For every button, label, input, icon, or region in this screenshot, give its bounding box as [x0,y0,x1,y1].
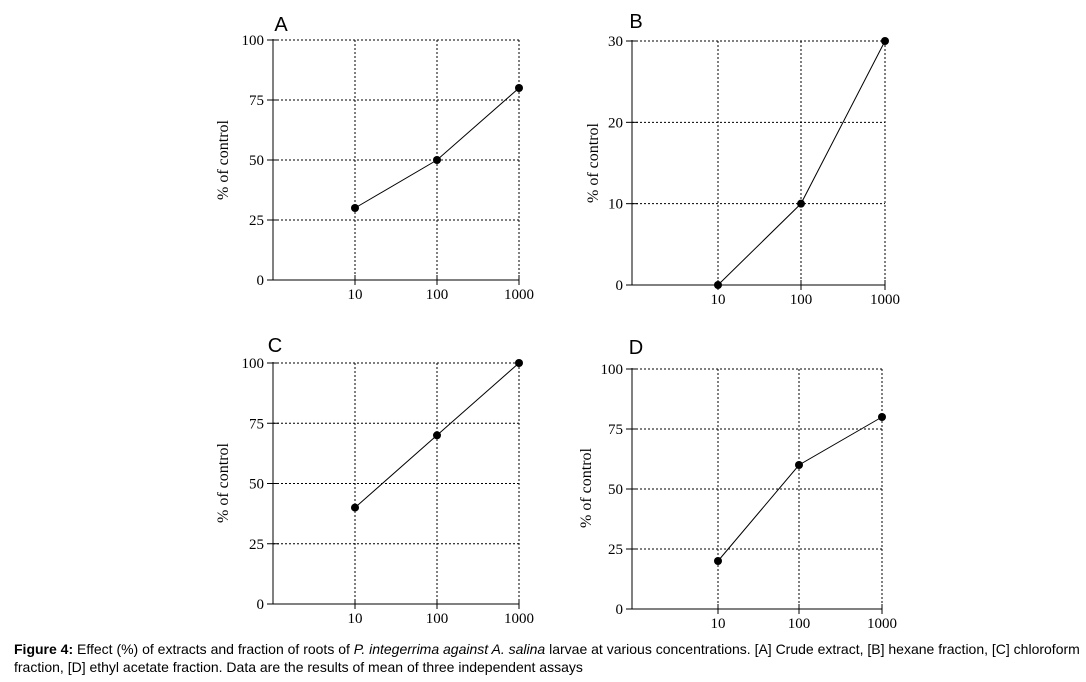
caption-text-2: larvae at various concentrations. [A] Cr… [14,641,1080,675]
chart-c-point [351,503,359,512]
chart-c-ytick-label: 0 [257,597,265,613]
chart-a-xtick-label: 10 [348,287,363,303]
chart-d-point [714,557,722,565]
chart-a-panel-label: A [274,14,288,36]
chart-d-xtick-label: 1000 [867,616,897,632]
chart-d-y-axis-label: % of control [578,447,595,528]
chart-b-xtick-label: 10 [711,292,726,308]
chart-c-y-axis-label: % of control [215,442,232,523]
chart-c-ytick-label: 75 [249,416,264,432]
chart-b-ytick-label: 20 [608,115,623,131]
chart-c-xtick-label: 10 [348,611,363,627]
chart-b-xtick-label: 100 [790,292,813,308]
chart-a-ytick-label: 0 [257,273,265,289]
caption-italic: P. integerrima against A. salina [353,641,546,657]
chart-c-ytick-label: 100 [242,356,265,372]
chart-a-ytick-label: 25 [249,213,264,229]
chart-b-point [714,281,722,289]
chart-d-ytick-label: 100 [601,362,624,378]
chart-d-ytick-label: 25 [608,542,623,558]
chart-d-point [878,413,886,421]
chart-a-ytick-label: 50 [249,153,264,169]
chart-b-point [881,37,889,45]
chart-d-xtick-label: 10 [711,616,726,632]
caption-label: Figure 4: [14,641,74,657]
chart-a-point [351,204,359,212]
caption-text-1: Effect (%) of extracts and fraction of r… [73,641,354,657]
chart-b-xtick-label: 1000 [870,292,900,308]
chart-d-panel-label: D [629,337,643,359]
chart-a-y-axis-label: % of control [215,119,232,200]
chart-c-xtick-label: 1000 [504,611,534,627]
chart-b-panel-label: B [629,11,642,33]
chart-b-ytick-label: 0 [616,278,624,294]
chart-a-point [515,84,523,92]
chart-b-ytick-label: 10 [608,197,623,213]
chart-c-point [433,431,441,440]
chart-c-xtick-label: 100 [426,611,449,627]
chart-d-ytick-label: 0 [616,602,624,618]
chart-c-panel-label: C [268,335,282,357]
chart-c-ytick-label: 25 [249,537,264,553]
chart-c-ytick-label: 50 [249,477,264,493]
chart-d-ytick-label: 50 [608,482,623,498]
chart-d-xtick-label: 100 [788,616,811,632]
chart-b-point [797,199,805,208]
chart-b-y-axis-label: % of control [585,122,602,203]
chart-d-point [795,461,803,469]
figure-caption: Figure 4: Effect (%) of extracts and fra… [14,640,1080,676]
chart-b-ytick-label: 30 [608,34,623,50]
chart-a-xtick-label: 100 [426,287,449,303]
chart-c-point [515,359,523,367]
chart-a-ytick-label: 100 [242,33,265,49]
chart-a-xtick-label: 1000 [504,287,534,303]
chart-a-point [433,156,441,164]
chart-d-ytick-label: 75 [608,422,623,438]
chart-a-ytick-label: 75 [249,93,264,109]
